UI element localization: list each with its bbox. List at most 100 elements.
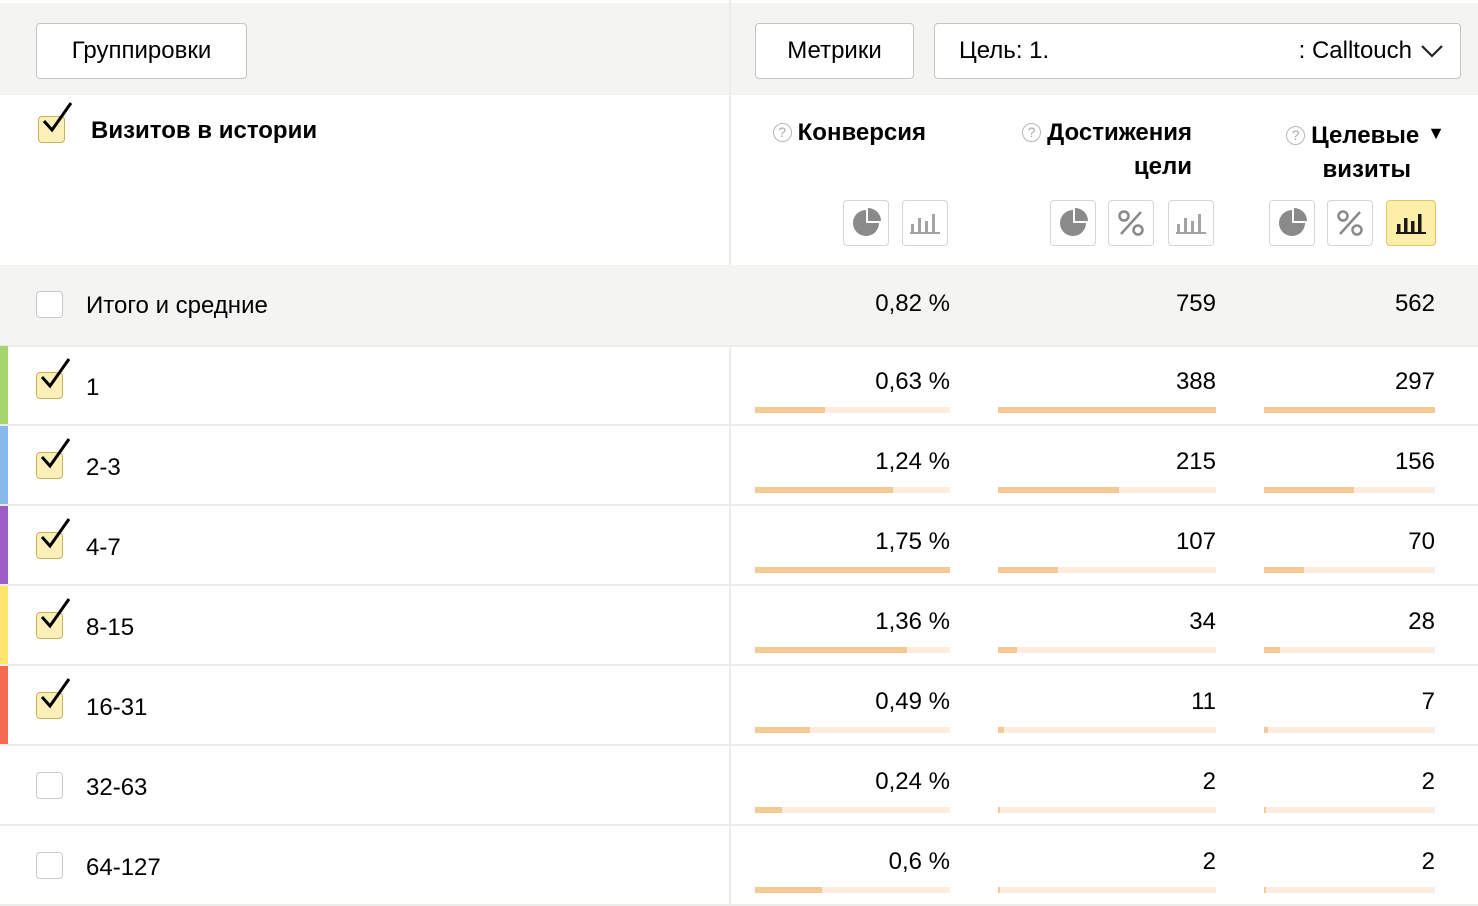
metric-header-goal-reaches-line1: Достижения <box>1047 119 1192 146</box>
bar-track <box>755 807 950 813</box>
series-color-marker <box>0 346 8 426</box>
row-checkbox[interactable] <box>36 678 71 719</box>
sort-desc-icon[interactable]: ▼ <box>1427 123 1445 143</box>
bar-track <box>755 407 950 413</box>
target-visits-bars-view-button[interactable] <box>1386 200 1436 246</box>
bar-fill <box>755 807 782 813</box>
row-checkbox[interactable] <box>36 518 71 559</box>
totals-checkbox[interactable] <box>36 291 63 318</box>
metric-header-goal-reaches[interactable]: ? Достижения цели <box>990 116 1192 184</box>
conversion-pie-view-button[interactable] <box>843 200 889 246</box>
goal-select[interactable]: Цель: 1. : Calltouch <box>934 23 1461 79</box>
row-divider <box>0 504 1478 506</box>
metric-header-conversion-label: Конверсия <box>797 119 926 146</box>
row-label: 64-127 <box>86 854 161 881</box>
column-divider <box>729 0 731 906</box>
bar-fill <box>1264 727 1268 733</box>
bar-track <box>755 887 950 893</box>
checkmark-icon <box>40 358 71 389</box>
row-label: 1 <box>86 374 100 401</box>
metric-header-goal-reaches-line2: цели <box>1133 153 1192 180</box>
cell-conversion: 1,36 % <box>875 608 950 635</box>
bar-fill <box>1264 567 1304 573</box>
cell-target-visits: 297 <box>1394 368 1435 395</box>
row-divider <box>0 424 1478 426</box>
row-label: 8-15 <box>86 614 135 641</box>
cell-goal-reaches: 388 <box>1175 368 1216 395</box>
metrics-button[interactable]: Метрики <box>755 23 914 79</box>
target-visits-pie-view-button[interactable] <box>1269 200 1315 246</box>
cell-conversion: 0,6 % <box>888 848 950 875</box>
metric-header-target-visits-line2: визиты <box>1322 156 1411 183</box>
cell-conversion: 1,24 % <box>875 448 950 475</box>
goal-reaches-percent-view-button[interactable] <box>1108 200 1154 246</box>
bar-fill <box>755 887 822 893</box>
pie-chart-icon <box>1279 208 1307 236</box>
row-label: 16-31 <box>86 694 148 721</box>
bar-fill <box>998 487 1119 493</box>
header-select-all-checkbox[interactable] <box>38 102 73 143</box>
bar-track <box>998 567 1216 573</box>
target-visits-percent-view-button[interactable] <box>1327 200 1373 246</box>
cell-conversion: 1,75 % <box>875 528 950 555</box>
row-label: 32-63 <box>86 774 148 801</box>
totals-goal-reaches: 759 <box>1175 290 1216 317</box>
bar-track <box>1264 647 1435 653</box>
checkmark-icon <box>40 518 71 549</box>
goal-reaches-bars-view-button[interactable] <box>1168 200 1214 246</box>
row-label: 4-7 <box>86 534 121 561</box>
goal-select-text-fade <box>1075 28 1235 74</box>
row-divider <box>0 824 1478 826</box>
row-label: 2-3 <box>86 454 121 481</box>
row-checkbox[interactable] <box>36 438 71 479</box>
help-icon[interactable]: ? <box>1022 122 1042 142</box>
help-icon[interactable]: ? <box>1286 125 1306 145</box>
cell-conversion: 0,63 % <box>875 368 950 395</box>
row-checkbox[interactable] <box>36 772 63 799</box>
bar-fill <box>755 567 950 573</box>
totals-label: Итого и средние <box>86 292 268 319</box>
bar-track <box>1264 727 1435 733</box>
bar-fill <box>998 407 1216 413</box>
bar-fill <box>1264 647 1280 653</box>
goal-select-prefix: Цель: 1. <box>959 37 1050 64</box>
cell-target-visits: 7 <box>1421 688 1435 715</box>
metric-header-target-visits-line1: Целевые <box>1311 122 1420 149</box>
cell-goal-reaches: 2 <box>1202 848 1216 875</box>
totals-target-visits: 562 <box>1394 290 1435 317</box>
cell-goal-reaches: 2 <box>1202 768 1216 795</box>
cell-target-visits: 70 <box>1408 528 1435 555</box>
cell-goal-reaches: 215 <box>1175 448 1216 475</box>
cell-conversion: 0,49 % <box>875 688 950 715</box>
bar-track <box>998 727 1216 733</box>
bar-fill <box>755 647 907 653</box>
bar-fill <box>998 647 1017 653</box>
goal-select-name: : Calltouch <box>1298 37 1412 64</box>
help-icon[interactable]: ? <box>772 122 792 142</box>
bar-fill <box>998 887 1000 893</box>
bar-chart-icon <box>1176 214 1206 234</box>
row-divider <box>0 664 1478 666</box>
row-checkbox[interactable] <box>36 598 71 639</box>
bar-track <box>1264 887 1435 893</box>
conversion-bars-view-button[interactable] <box>902 200 948 246</box>
bar-fill <box>998 807 1000 813</box>
row-checkbox[interactable] <box>36 358 71 399</box>
cell-goal-reaches: 107 <box>1175 528 1216 555</box>
bar-fill <box>998 567 1058 573</box>
bar-fill <box>1264 887 1266 893</box>
groupings-button[interactable]: Группировки <box>36 23 247 79</box>
goal-reaches-pie-view-button[interactable] <box>1050 200 1096 246</box>
bar-fill <box>1264 487 1354 493</box>
row-checkbox[interactable] <box>36 852 63 879</box>
bar-track <box>1264 567 1435 573</box>
metric-header-target-visits[interactable]: ? Целевые ▼ визиты <box>1250 116 1445 187</box>
pie-chart-icon <box>853 208 881 236</box>
cell-target-visits: 2 <box>1421 768 1435 795</box>
dimension-column-title[interactable]: Визитов в истории <box>91 117 318 144</box>
bar-track <box>755 727 950 733</box>
metric-header-conversion[interactable]: ? Конверсия <box>740 116 926 150</box>
checkmark-icon <box>40 678 71 709</box>
groupings-button-label: Группировки <box>71 37 212 64</box>
bar-chart-icon <box>910 214 940 234</box>
